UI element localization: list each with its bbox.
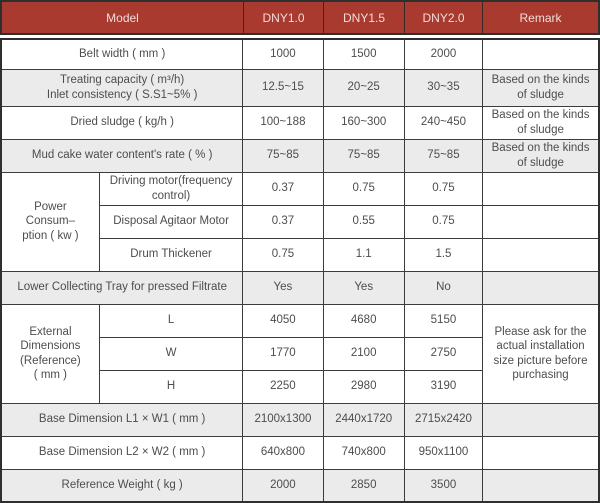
cell-mud-cake-dny2.0: 75~85 bbox=[403, 138, 484, 173]
label-drum-thickener: Drum Thickener bbox=[98, 237, 244, 272]
cell-lower-collecting-tray-remark bbox=[482, 270, 600, 305]
label-dimension-l: L bbox=[98, 303, 244, 338]
cell-mud-cake-remark: Based on the kinds of sludge bbox=[482, 138, 600, 173]
row-dried-sludge: Dried sludge ( kg/h ) 100~188 160~300 24… bbox=[0, 105, 600, 140]
cell-base-dimension-l1w1-dny1.5: 2440x1720 bbox=[322, 402, 405, 437]
header-cell-dny1.0: DNY1.0 bbox=[243, 2, 323, 33]
cell-base-dimension-l1w1-remark bbox=[482, 402, 600, 437]
row-belt-width: Belt width ( mm ) 1000 1500 2000 bbox=[0, 38, 600, 70]
cell-driving-motor-dny1.5: 0.75 bbox=[322, 171, 405, 206]
label-dimension-w: W bbox=[98, 336, 244, 371]
cell-treating-dny1.5: 20~25 bbox=[322, 68, 405, 107]
cell-dimension-w-dny1.5: 2100 bbox=[322, 336, 405, 371]
cell-base-dimension-l2w2-remark bbox=[482, 435, 600, 470]
cell-treating-dny2.0: 30~35 bbox=[403, 68, 484, 107]
cell-dimension-h-dny1.5: 2980 bbox=[322, 369, 405, 404]
cell-dried-sludge-dny1.0: 100~188 bbox=[242, 105, 324, 140]
cell-dimension-h-dny1.0: 2250 bbox=[242, 369, 324, 404]
header-cell-dny2.0: DNY2.0 bbox=[404, 2, 482, 33]
row-power-driving-motor: Power Consum– ption ( kw ) Driving motor… bbox=[0, 171, 600, 272]
cell-drum-thickener-remark bbox=[482, 237, 600, 272]
group-label-external-dimensions: External Dimensions (Reference) ( mm ) bbox=[0, 303, 100, 404]
cell-dried-sludge-dny1.5: 160~300 bbox=[322, 105, 405, 140]
label-reference-weight: Reference Weight ( kg ) bbox=[0, 468, 244, 503]
cell-lower-collecting-tray-dny1.0: Yes bbox=[242, 270, 324, 305]
row-reference-weight: Reference Weight ( kg ) 2000 2850 3500 bbox=[0, 468, 600, 503]
label-driving-motor: Driving motor(frequency control) bbox=[98, 171, 244, 206]
cell-dried-sludge-remark: Based on the kinds of sludge bbox=[482, 105, 600, 140]
cell-disposal-agitator-dny1.5: 0.55 bbox=[322, 204, 405, 239]
cell-belt-width-remark bbox=[482, 38, 600, 70]
cell-dimension-l-dny2.0: 5150 bbox=[403, 303, 484, 338]
cell-disposal-agitator-dny2.0: 0.75 bbox=[403, 204, 484, 239]
label-mud-cake: Mud cake water content's rate ( % ) bbox=[0, 138, 244, 173]
row-lower-collecting-tray: Lower Collecting Tray for pressed Filtra… bbox=[0, 270, 600, 305]
row-base-dimension-l2w2: Base Dimension L2 × W2 ( mm ) 640x800 74… bbox=[0, 435, 600, 470]
cell-base-dimension-l1w1-dny1.0: 2100x1300 bbox=[242, 402, 324, 437]
row-base-dimension-l1w1: Base Dimension L1 × W1 ( mm ) 2100x1300 … bbox=[0, 402, 600, 437]
cell-drum-thickener-dny1.0: 0.75 bbox=[242, 237, 324, 272]
cell-dimension-h-dny2.0: 3190 bbox=[403, 369, 484, 404]
row-external-dimensions-h: H 2250 2980 3190 bbox=[1, 369, 599, 404]
row-power-disposal-agitator: Disposal Agitaor Motor 0.37 0.55 0.75 bbox=[1, 204, 600, 239]
cell-external-dimensions-remark: Please ask for the actual installation s… bbox=[482, 303, 600, 404]
cell-drum-thickener-dny2.0: 1.5 bbox=[403, 237, 484, 272]
cell-driving-motor-dny2.0: 0.75 bbox=[403, 171, 484, 206]
header-cell-dny1.5: DNY1.5 bbox=[323, 2, 404, 33]
cell-mud-cake-dny1.5: 75~85 bbox=[322, 138, 405, 173]
cell-mud-cake-dny1.0: 75~85 bbox=[242, 138, 324, 173]
cell-disposal-agitator-remark bbox=[482, 204, 600, 239]
header-cell-model: Model bbox=[106, 10, 139, 25]
cell-dried-sludge-dny2.0: 240~450 bbox=[403, 105, 484, 140]
cell-belt-width-dny2.0: 2000 bbox=[403, 38, 484, 70]
label-base-dimension-l1w1: Base Dimension L1 × W1 ( mm ) bbox=[0, 402, 244, 437]
cell-lower-collecting-tray-dny2.0: No bbox=[403, 270, 484, 305]
cell-dimension-w-dny1.0: 1770 bbox=[242, 336, 324, 371]
cell-dimension-w-dny2.0: 2750 bbox=[403, 336, 484, 371]
label-treating-capacity: Treating capacity ( m³/h) Inlet consiste… bbox=[0, 68, 244, 107]
cell-base-dimension-l2w2-dny2.0: 950x1100 bbox=[403, 435, 484, 470]
label-disposal-agitator: Disposal Agitaor Motor bbox=[98, 204, 244, 239]
cell-treating-remark: Based on the kinds of sludge bbox=[482, 68, 600, 107]
row-external-dimensions-w: W 1770 2100 2750 bbox=[1, 336, 599, 371]
cell-base-dimension-l2w2-dny1.5: 740x800 bbox=[322, 435, 405, 470]
row-power-drum-thickener: Drum Thickener 0.75 1.1 1.5 bbox=[1, 237, 600, 272]
label-belt-width: Belt width ( mm ) bbox=[0, 38, 244, 70]
spec-body-table: Belt width ( mm ) 1000 1500 2000 Treatin… bbox=[0, 38, 600, 503]
cell-reference-weight-remark bbox=[482, 468, 600, 503]
cell-driving-motor-remark bbox=[482, 171, 600, 206]
cell-belt-width-dny1.0: 1000 bbox=[242, 38, 324, 70]
cell-base-dimension-l2w2-dny1.0: 640x800 bbox=[242, 435, 324, 470]
cell-dimension-l-dny1.5: 4680 bbox=[322, 303, 405, 338]
label-lower-collecting-tray: Lower Collecting Tray for pressed Filtra… bbox=[0, 270, 244, 305]
cell-belt-width-dny1.5: 1500 bbox=[322, 38, 405, 70]
label-dimension-h: H bbox=[98, 369, 244, 404]
cell-treating-dny1.0: 12.5~15 bbox=[242, 68, 324, 107]
cell-dimension-l-dny1.0: 4050 bbox=[242, 303, 324, 338]
header-cell-remark: Remark bbox=[482, 2, 598, 33]
cell-driving-motor-dny1.0: 0.37 bbox=[242, 171, 324, 206]
label-base-dimension-l2w2: Base Dimension L2 × W2 ( mm ) bbox=[0, 435, 244, 470]
row-external-dimensions-l: External Dimensions (Reference) ( mm ) L… bbox=[0, 303, 600, 404]
cell-reference-weight-dny1.0: 2000 bbox=[242, 468, 324, 503]
cell-drum-thickener-dny1.5: 1.1 bbox=[322, 237, 405, 272]
cell-base-dimension-l1w1-dny2.0: 2715x2420 bbox=[403, 402, 484, 437]
cell-lower-collecting-tray-dny1.5: Yes bbox=[322, 270, 405, 305]
cell-reference-weight-dny1.5: 2850 bbox=[322, 468, 405, 503]
group-label-power-consumption: Power Consum– ption ( kw ) bbox=[0, 171, 100, 272]
row-mud-cake: Mud cake water content's rate ( % ) 75~8… bbox=[0, 138, 600, 173]
label-dried-sludge: Dried sludge ( kg/h ) bbox=[0, 105, 244, 140]
row-treating-capacity: Treating capacity ( m³/h) Inlet consiste… bbox=[0, 68, 600, 107]
cell-disposal-agitator-dny1.0: 0.37 bbox=[242, 204, 324, 239]
cell-reference-weight-dny2.0: 3500 bbox=[403, 468, 484, 503]
table-header-row: Model DNY1.0 DNY1.5 DNY2.0 Remark bbox=[0, 0, 600, 35]
